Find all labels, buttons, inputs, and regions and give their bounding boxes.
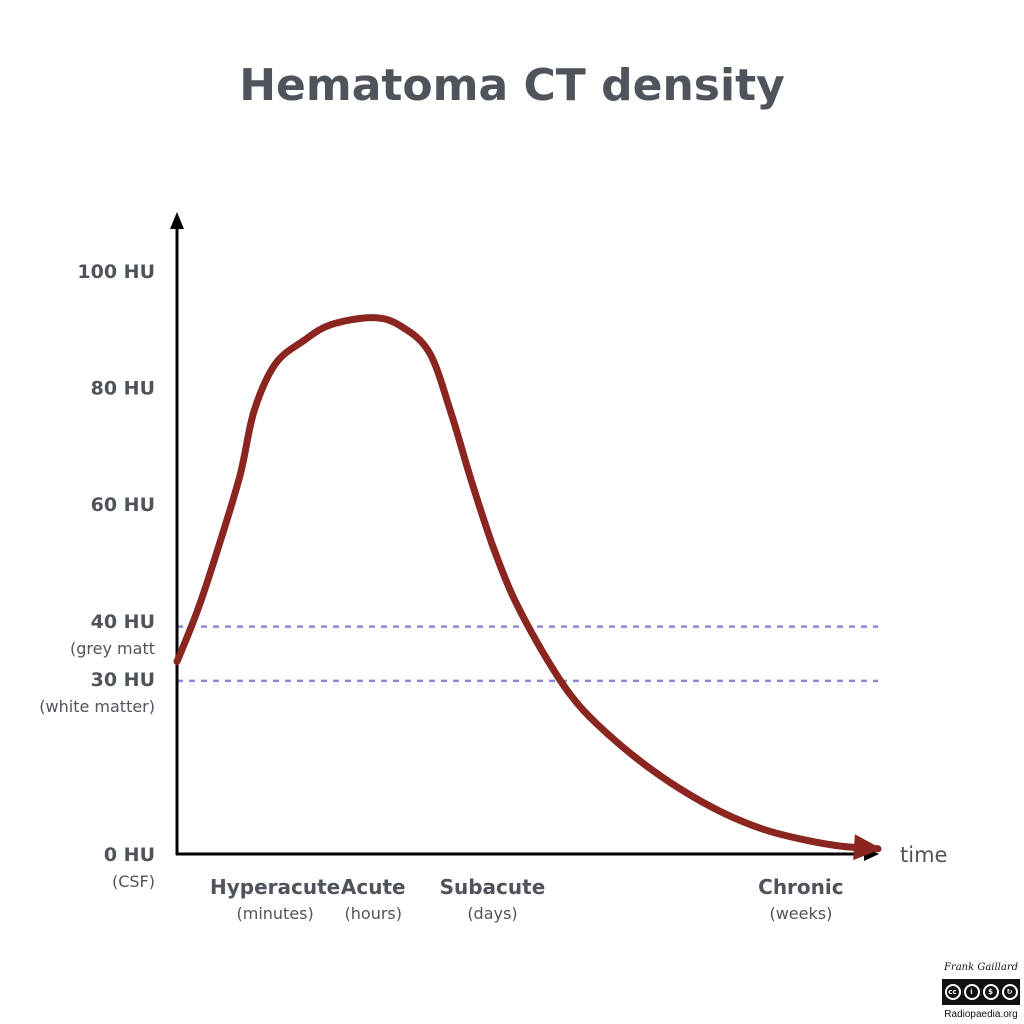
chart-title: Hematoma CT density [239,60,785,111]
cc-icon: cc [944,984,961,1000]
series-group [173,314,882,861]
y-tick-label: 0 HU [104,844,155,866]
y-tick-sublabel: (grey matt [70,639,155,658]
series-line-0 [173,314,882,853]
x-category-sublabel: (minutes) [237,904,314,923]
x-category-label: Hyperacute [210,875,340,899]
x-category-sublabel: (weeks) [769,904,832,923]
y-tick-label: 40 HU [91,611,155,633]
y-tick-sublabel: (white matter) [39,697,155,716]
x-category-labels: Hyperacute (minutes) Acute (hours) Subacute (… [210,875,844,923]
y-tick-labels: 100 HU 80 HU 60 HU 40 HU (grey matt 30 HU (whi… [39,261,155,891]
license-credit: Frank Gaillard cc i $ ↻ Radiopaedia.org [940,962,1022,1024]
y-tick-label: 60 HU [91,494,155,516]
reference-lines [177,625,878,683]
y-tick-label: 100 HU [77,261,155,283]
x-category-sublabel: (hours) [345,904,402,923]
sa-icon: ↻ [1001,984,1018,1000]
x-category-label: Acute [341,875,406,899]
x-category-label: Subacute [440,875,546,899]
series-arrowhead-0 [853,834,882,861]
x-axis-label: time [900,843,947,867]
axes [170,212,879,861]
y-tick-label: 30 HU [91,669,155,691]
y-tick-label: 80 HU [91,378,155,400]
x-category-sublabel: (days) [467,904,517,923]
site-credit: Radiopaedia.org [944,1009,1018,1020]
x-category-label: Chronic [758,875,843,899]
y-tick-sublabel: (CSF) [112,872,155,891]
y-axis-arrowhead [170,212,184,229]
author-signature: Frank Gaillard [943,962,1019,973]
cc-license-badge: cc i $ ↻ [942,979,1020,1005]
nc-icon: $ [982,984,999,1000]
by-icon: i [963,984,980,1000]
